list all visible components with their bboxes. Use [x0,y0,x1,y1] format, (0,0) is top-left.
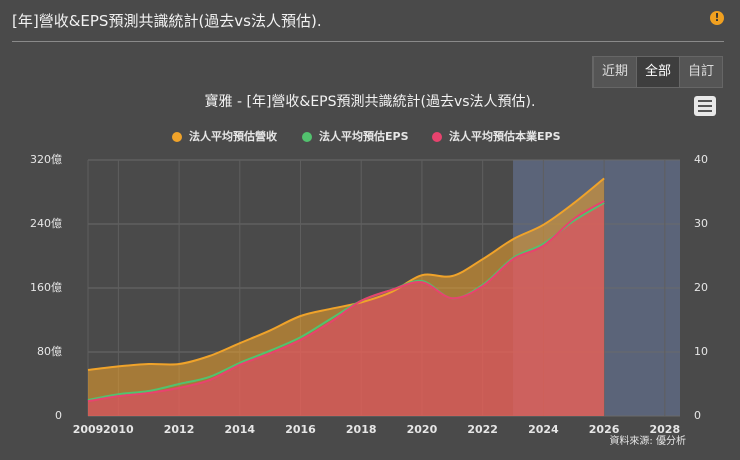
x-tick-label: 2010 [103,423,134,436]
series-line [87,200,605,403]
x-tick-label: 2018 [346,423,377,436]
x-tick-label: 2012 [164,423,195,436]
legend-label: 法人平均預估營收 [189,129,277,143]
series-area [88,178,605,416]
y2-tick-label: 20 [694,281,708,294]
x-tick-label: 2014 [224,423,255,436]
range-button[interactable]: 近期 [593,57,636,87]
x-tick-label: 2016 [285,423,316,436]
series-line [87,177,605,371]
divider [12,41,724,42]
series-line [87,202,605,401]
y-tick-label: 240億 [30,217,62,230]
credits: 資料來源: 優分析 [609,434,686,447]
series-area [88,200,605,416]
legend-symbol [172,132,182,142]
x-tick-label: 2028 [650,423,681,436]
info-icon[interactable]: ! [710,11,724,25]
x-tick-label: 2020 [407,423,438,436]
legend-label: 法人平均預估EPS [319,129,409,143]
y2-tick-label: 40 [694,153,708,166]
header-title: [年]營收&EPS預測共識統計(過去vs法人預估). [12,12,322,30]
y-tick-label: 320億 [30,153,62,166]
y2-tick-label: 0 [694,409,701,422]
chart-title: 寶雅 - [年]營收&EPS預測共識統計(過去vs法人預估). [205,94,536,110]
y-tick-label: 80億 [37,345,62,358]
legend-symbol [302,132,312,142]
x-tick-label: 2024 [528,423,559,436]
forecast-band [513,160,680,416]
y2-tick-label: 30 [694,217,708,230]
range-buttons: 近期 全部 自訂 [592,56,723,88]
range-button[interactable]: 自訂 [679,57,722,87]
range-button[interactable]: 全部 [636,57,679,87]
y-tick-label: 160億 [30,281,62,294]
x-tick-label: 2009 [73,423,104,436]
y-tick-label: 0 [55,409,62,422]
x-tick-label: 2022 [467,423,498,436]
menu-icon[interactable] [694,96,716,116]
y2-tick-label: 10 [694,345,708,358]
legend-symbol [432,132,442,142]
legend-label: 法人平均預估本業EPS [449,129,561,143]
x-tick-label: 2026 [589,423,620,436]
